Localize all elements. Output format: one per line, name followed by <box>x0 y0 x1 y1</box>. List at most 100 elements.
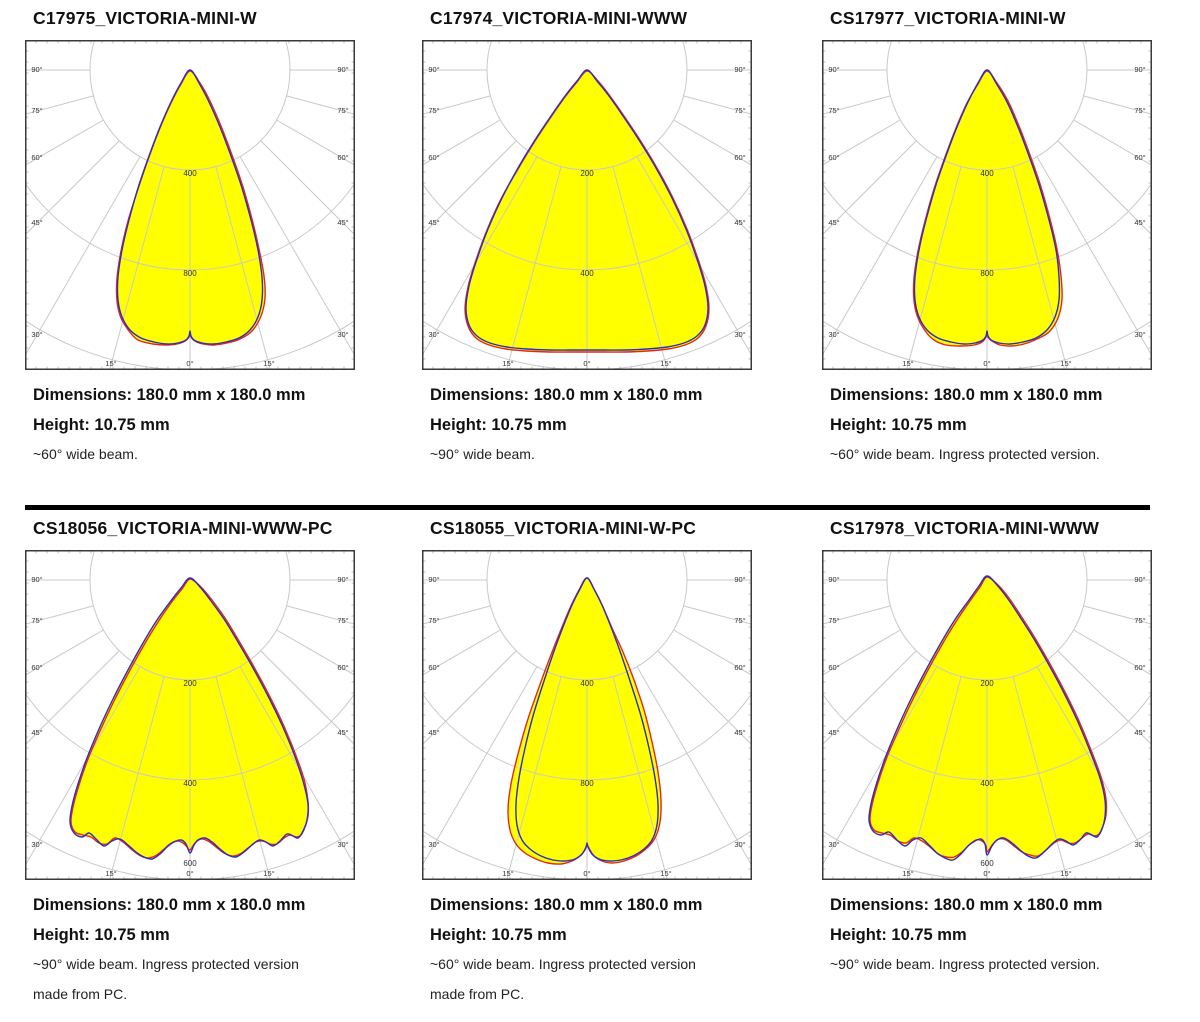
plot-frame <box>422 550 752 880</box>
angle-tick-label: 0° <box>583 869 590 878</box>
grid-radial-line <box>286 95 355 115</box>
angle-tick-label: 15° <box>105 869 116 878</box>
angle-tick-label: 45° <box>828 218 839 227</box>
angle-tick-label: 15° <box>902 359 913 368</box>
angle-tick-label: 30° <box>428 840 439 849</box>
angle-tick-label: 60° <box>337 153 348 162</box>
angle-tick-label: 30° <box>828 330 839 339</box>
polar-intensity-plot: 200 400 90° 90° 75° 75° 60° 60° 45° 45° 30° 30° 15° 1… <box>422 40 752 370</box>
product-specs: Dimensions: 180.0 mm x 180.0 mm Height: … <box>830 380 1182 470</box>
angle-tick-label: 60° <box>1134 153 1145 162</box>
product-title: CS18056_VICTORIA-MINI-WWW-PC <box>33 518 333 538</box>
grid-radial-line <box>1036 156 1152 357</box>
polar-plot-svg: 200 400 600 90° 90° 75° 75° 60° 60° 45° 45° 30° 30° 1… <box>25 550 355 880</box>
grid-radial-line <box>673 119 752 166</box>
product-card-3: CS17977_VICTORIA-MINI-W 400 800 90° 90° 75° 7… <box>822 8 1182 470</box>
plot-frame <box>822 550 1152 880</box>
beam-note: ~90° wide beam. Ingress protected versio… <box>33 956 299 1002</box>
intensity-curve-c90 <box>116 69 264 345</box>
angle-tick-label: 0° <box>186 869 193 878</box>
angle-tick-label: 75° <box>337 106 348 115</box>
product-specs: Dimensions: 180.0 mm x 180.0 mm Height: … <box>33 890 385 1009</box>
angle-tick-label: 30° <box>1134 330 1145 339</box>
grid-radial-line <box>1073 119 1152 166</box>
height-text: Height: 10.75 mm <box>33 416 170 434</box>
angle-tick-label: 75° <box>1134 106 1145 115</box>
angle-tick-label: 90° <box>828 575 839 584</box>
angle-tick-label: 90° <box>337 575 348 584</box>
angle-tick-label: 30° <box>337 330 348 339</box>
beam-note: ~90° wide beam. Ingress protected versio… <box>830 956 1100 972</box>
angle-tick-label: 15° <box>902 869 913 878</box>
beam-note: ~60° wide beam. <box>33 446 138 462</box>
grid-radial-line <box>657 650 752 746</box>
grid-radial-line <box>822 605 891 625</box>
grid-radial-line <box>506 676 562 880</box>
polar-plot-svg: 400 800 90° 90° 75° 75° 60° 60° 45° 45° 30° 30° 15° 1… <box>422 550 752 880</box>
angle-tick-label: 75° <box>1134 616 1145 625</box>
angle-tick-label: 0° <box>583 359 590 368</box>
beam-note: ~90° wide beam. <box>430 446 535 462</box>
angle-tick-label: 45° <box>428 218 439 227</box>
grid-radial-line <box>822 666 938 867</box>
angle-tick-label: 60° <box>337 663 348 672</box>
grid-radial-line <box>612 676 668 880</box>
grid-radial-line <box>657 140 752 236</box>
angle-tick-label: 90° <box>734 575 745 584</box>
angle-tick-label: 60° <box>828 663 839 672</box>
angle-tick-label: 30° <box>734 840 745 849</box>
angle-tick-label: 15° <box>1060 359 1071 368</box>
grid-radial-line <box>822 95 891 115</box>
section-divider <box>25 505 1150 510</box>
angle-tick-label: 30° <box>428 330 439 339</box>
grid-radial-line <box>636 666 752 867</box>
angle-tick-label: 45° <box>428 728 439 737</box>
grid-radial-line <box>286 605 355 625</box>
height-text: Height: 10.75 mm <box>33 926 170 944</box>
dimensions-text: Dimensions: 180.0 mm x 180.0 mm <box>430 896 703 914</box>
grid-radial-line <box>422 119 501 166</box>
grid-radial-line <box>822 629 901 676</box>
angle-tick-label: 90° <box>31 65 42 74</box>
angle-tick-label: 45° <box>337 728 348 737</box>
grid-radial-line <box>109 676 165 880</box>
grid-radial-line <box>25 650 120 746</box>
polar-intensity-plot: 200 400 600 90° 90° 75° 75° 60° 60° 45° 45° 30° 30° 1… <box>25 550 355 880</box>
ring-value-label: 400 <box>183 779 197 788</box>
ring-value-label: 400 <box>183 169 197 178</box>
ring-value-label: 200 <box>183 679 197 688</box>
grid-radial-line <box>822 140 917 236</box>
grid-radial-line <box>422 140 517 236</box>
plot-frame <box>422 40 752 370</box>
grid-radial-line <box>422 629 501 676</box>
angle-tick-label: 75° <box>31 616 42 625</box>
dimensions-text: Dimensions: 180.0 mm x 180.0 mm <box>33 896 306 914</box>
grid-radial-line <box>25 666 141 867</box>
grid-radial-line <box>822 156 938 357</box>
angle-tick-label: 90° <box>734 65 745 74</box>
angle-tick-label: 90° <box>1134 65 1145 74</box>
grid-radial-line <box>683 95 752 115</box>
angle-tick-label: 60° <box>428 153 439 162</box>
angle-tick-label: 45° <box>337 218 348 227</box>
angle-tick-label: 90° <box>428 65 439 74</box>
angle-tick-label: 75° <box>828 616 839 625</box>
grid-radial-line <box>422 95 491 115</box>
dimensions-text: Dimensions: 180.0 mm x 180.0 mm <box>430 386 703 404</box>
ring-value-label: 400 <box>980 779 994 788</box>
grid-radial-line <box>260 650 355 746</box>
polar-intensity-plot: 200 400 600 90° 90° 75° 75° 60° 60° 45° 45° 30° 30° 1… <box>822 550 1152 880</box>
angle-tick-label: 30° <box>31 330 42 339</box>
product-specs: Dimensions: 180.0 mm x 180.0 mm Height: … <box>830 890 1182 980</box>
angle-tick-label: 30° <box>828 840 839 849</box>
intensity-curve-c0 <box>869 576 1108 859</box>
grid-radial-line <box>1012 676 1068 880</box>
grid-radial-line <box>422 156 538 357</box>
grid-radial-line <box>1073 629 1152 676</box>
angle-tick-label: 45° <box>734 218 745 227</box>
grid-radial-line <box>673 629 752 676</box>
ring-value-label: 800 <box>980 269 994 278</box>
grid-radial-line <box>25 156 141 357</box>
polar-plot-svg: 400 800 90° 90° 75° 75° 60° 60° 45° 45° 30° 30° 15° 1… <box>822 40 1152 370</box>
angle-tick-label: 60° <box>31 153 42 162</box>
